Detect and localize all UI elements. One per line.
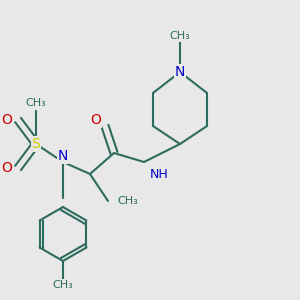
Text: O: O [1, 161, 12, 175]
Text: N: N [175, 65, 185, 79]
Text: CH₃: CH₃ [26, 98, 46, 109]
Text: CH₃: CH₃ [52, 280, 74, 290]
Text: NH: NH [150, 167, 169, 181]
Text: CH₃: CH₃ [117, 196, 138, 206]
Text: N: N [58, 149, 68, 163]
Text: S: S [32, 137, 40, 151]
Text: O: O [91, 113, 101, 127]
Text: O: O [1, 113, 12, 127]
Text: CH₃: CH₃ [169, 31, 190, 41]
